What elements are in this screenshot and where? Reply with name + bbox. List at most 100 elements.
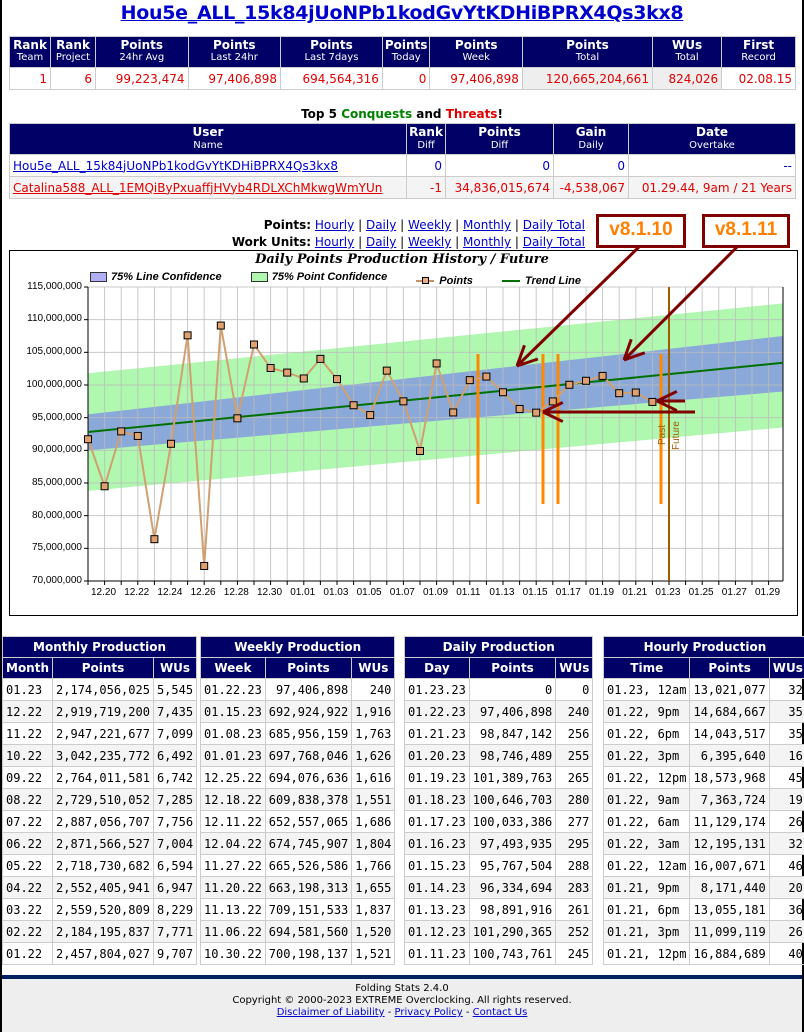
wus-cell: 36 [768,898,804,921]
points-cell: 6,395,640 [689,744,770,767]
period-cell: 01.18.23 [404,788,470,811]
wus-cell: 1,655 [351,876,396,899]
wus-cell: 7,756 [152,810,198,833]
user-title-link[interactable]: Hou5e_ALL_15k84jUoNPb1kodGvYtKDHiBPRX4Qs… [120,2,684,24]
x-tick-label: 01.25 [688,587,714,598]
table-row: 01.22, 9pm 14,684,667 35 [602,700,804,723]
wus-cell: 288 [555,854,594,877]
points-cell: 694,076,636 [264,766,353,789]
period-cell: 01.21.23 [404,722,470,745]
points-cell: 2,947,221,677 [52,722,154,745]
top5-heading: Top 5 Conquests and Threats! [2,107,802,121]
points-last-7days-value: 694,564,316 [280,67,383,90]
period-cell: 01.22, 12am [602,854,691,877]
table-row: 10.30.22 700,198,137 1,521 [200,942,396,965]
period-cell: 12.04.22 [200,832,266,855]
user-name-cell: Catalina588_ALL_1EMQiByPxuaffjHVyb4RDLXC… [9,176,407,199]
points-monthly-link[interactable]: Monthly [463,218,512,232]
x-tick-label: 12.24 [157,587,183,598]
contact-us-link[interactable]: Contact Us [472,1007,528,1018]
x-tick-label: 12.30 [257,587,283,598]
table-row: 11.20.22 663,198,313 1,655 [200,876,396,899]
table-row: 01.15.23 95,767,504 288 [404,854,594,877]
period-cell: 01.22, 9pm [602,700,691,723]
wus-cell: 252 [555,920,594,943]
rank-diff-cell: -1 [406,176,446,199]
y-tick-label: 90,000,000 [31,444,82,456]
points-hourly-link[interactable]: Hourly [314,218,355,232]
wu-hourly-link[interactable]: Hourly [314,235,355,249]
user-link[interactable]: Catalina588_ALL_1EMQiByPxuaffjHVyb4RDLXC… [13,180,383,195]
workunits-links-label: Work Units: [231,235,312,249]
period-cell: 01.21, 6pm [602,898,691,921]
points-cell: 97,406,898 [264,678,353,701]
wu-monthly-link[interactable]: Monthly [463,235,512,249]
points-cell: 700,198,137 [264,942,353,965]
points-weekly-link[interactable]: Weekly [408,218,452,232]
col-points-diff: Points Diff [445,123,554,155]
table-row: 01.23.23 0 0 [404,678,594,701]
period-cell: 01.16.23 [404,832,470,855]
user-link[interactable]: Hou5e_ALL_15k84jUoNPb1kodGvYtKDHiBPRX4Qs… [13,158,339,173]
points-cell: 97,406,898 [468,700,557,723]
points-cell: 16,007,671 [689,854,770,877]
page-header: Hou5e_ALL_15k84jUoNPb1kodGvYtKDHiBPRX4Qs… [2,0,802,36]
table-row: 01.14.23 96,334,694 283 [404,876,594,899]
table-row: 01.22, 6am 11,129,174 26 [602,810,804,833]
table-row: 02.22 2,184,195,837 7,771 [1,920,198,943]
wus-total-value: 824,026 [651,67,723,90]
footer-copyright: Copyright © 2000-2023 EXTREME Overclocki… [232,995,572,1006]
wu-daily-link[interactable]: Daily [365,235,397,249]
points-cell: 95,767,504 [468,854,557,877]
x-tick-label: 12.28 [223,587,249,598]
rank-project-value: 6 [50,67,96,90]
x-tick-label: 01.05 [356,587,382,598]
points-cell: 13,021,077 [689,678,770,701]
svg-text:Future: Future [671,421,682,450]
points-cell: 7,363,724 [689,788,770,811]
wus-cell: 283 [555,876,594,899]
points-cell: 101,290,365 [468,920,557,943]
points-daily-total-link[interactable]: Daily Total [522,218,585,232]
x-tick-label: 01.13 [489,587,515,598]
wus-cell: 32 [768,678,804,701]
first-record-value: 02.08.15 [721,67,796,90]
period-cell: 01.22 [1,942,54,965]
wu-weekly-link[interactable]: Weekly [408,235,452,249]
points-cell: 11,129,174 [689,810,770,833]
swatch-icon [90,272,107,282]
period-cell: 07.22 [1,810,54,833]
wus-cell: 9,707 [152,942,198,965]
table-row: 01.21, 9pm 8,171,440 20 [602,876,804,899]
period-cell: 01.20.23 [404,744,470,767]
wus-cell: 46 [768,854,804,877]
x-tick-label: 01.21 [622,587,648,598]
points-cell: 0 [468,678,557,701]
wus-cell: 16 [768,744,804,767]
x-tick-label: 01.03 [323,587,349,598]
table-row: 01.23 2,174,056,025 5,545 [1,678,198,701]
period-cell: 01.22, 12pm [602,766,691,789]
points-cell: 100,743,761 [468,942,557,965]
col-points-last-7days: Points Last 7days [280,36,383,68]
table-row: 12.04.22 674,745,907 1,804 [200,832,396,855]
points-daily-link[interactable]: Daily [365,218,397,232]
hourly-production-table: Hourly Production Time Points WUs 01.23,… [602,636,804,965]
wus-cell: 6,594 [152,854,198,877]
privacy-policy-link[interactable]: Privacy Policy [394,1007,463,1018]
table-row: 01.08.23 685,956,159 1,763 [200,722,396,745]
table-row: 01.22.23 97,406,898 240 [404,700,594,723]
table-row: 05.22 2,718,730,682 6,594 [1,854,198,877]
points-cell: 2,559,520,809 [52,898,154,921]
period-cell: 01.22, 3am [602,832,691,855]
table-row: 04.22 2,552,405,941 6,947 [1,876,198,899]
period-cell: 01.21, 9pm [602,876,691,899]
period-cell: 01.23.23 [404,678,470,701]
legend-point-confidence: 75% Point Confidence [250,271,387,283]
wus-cell: 1,916 [351,700,396,723]
wu-daily-total-link[interactable]: Daily Total [522,235,585,249]
disclaimer-link[interactable]: Disclaimer of Liability [276,1007,385,1018]
period-cell: 03.22 [1,898,54,921]
table-row: 11.27.22 665,526,586 1,766 [200,854,396,877]
points-cell: 609,838,378 [264,788,353,811]
